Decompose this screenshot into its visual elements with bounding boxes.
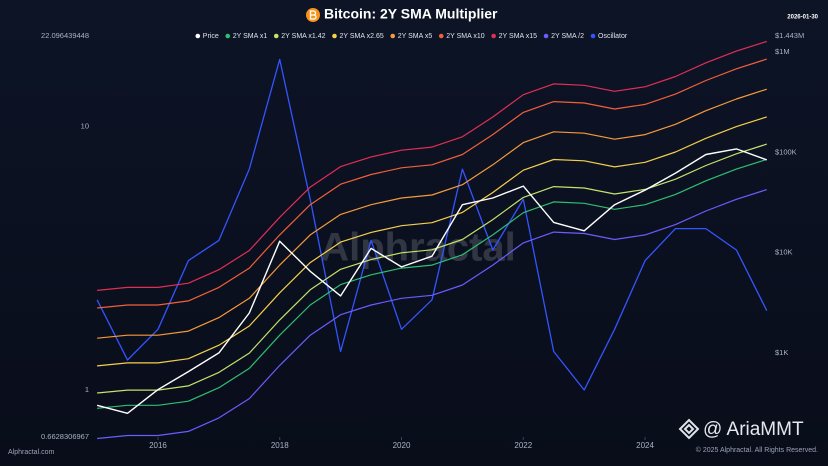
x-tick-label: 2018 (271, 441, 289, 450)
y2-tick-label: $1M (775, 47, 790, 56)
chart-title: Bitcoin: 2Y SMA Multiplier (324, 6, 498, 22)
legend-label: 2Y SMA x1.42 (281, 33, 325, 40)
legend-swatch (332, 33, 337, 39)
legend-swatch (590, 33, 596, 39)
x-tick-label: 2024 (636, 441, 654, 450)
legend-label: 2Y SMA x10 (446, 33, 485, 40)
legend-label: 2Y SMA x1 (233, 33, 268, 40)
date-label: 2026-01-30 (787, 15, 818, 21)
title-icon (306, 8, 320, 22)
series-line (97, 116, 767, 367)
legend-swatch (195, 33, 201, 39)
legend-swatch (438, 33, 444, 39)
oscillator-line (96, 58, 768, 391)
legend-label: Oscillator (598, 33, 628, 40)
credit: @ AriaMMT (703, 419, 804, 440)
legend-label: 2Y SMA x5 (398, 33, 433, 40)
legend-swatch (491, 33, 496, 39)
y-tick-label: 22.096439448 (41, 31, 89, 40)
source: Alphractal.com (8, 449, 54, 456)
legend-label: 2Y SMA x2.65 (340, 33, 384, 40)
legend-label: 2Y SMA /2 (551, 33, 584, 40)
x-tick-label: 2016 (149, 441, 167, 450)
x-tick-label: 2020 (393, 441, 411, 450)
y2-tick-label: $1K (775, 348, 788, 357)
series-line (97, 40, 767, 291)
series-line (97, 189, 767, 440)
y-tick-label: 0.6628306967 (41, 432, 89, 441)
series-line (97, 88, 767, 339)
y-tick-label: 10 (81, 122, 89, 131)
watermark: Alphractal (320, 226, 516, 270)
x-tick-label: 2022 (514, 441, 532, 450)
series-line (96, 148, 768, 414)
legend-swatch (225, 33, 231, 39)
series-line (97, 158, 767, 409)
legend-swatch (543, 33, 549, 39)
legend: Price 2Y SMA x1 2Y SMA x1.42 2Y SMA x2.65 2Y… (195, 33, 628, 40)
series-line (97, 58, 767, 309)
legend-swatch (273, 33, 279, 39)
y2-tick-label: $100K (775, 147, 797, 156)
legend-label: Price (203, 33, 219, 40)
y-tick-label: 1 (85, 385, 89, 394)
legend-swatch (390, 33, 396, 39)
series-line (97, 143, 767, 394)
y2-tick-label: $10K (775, 248, 793, 257)
credit-icon (678, 418, 700, 440)
copyright: © 2025 Alphractal. All Rights Reserved. (696, 446, 818, 454)
legend-label: 2Y SMA x15 (499, 33, 538, 40)
y2-tick-label: $1.443M (775, 31, 804, 40)
